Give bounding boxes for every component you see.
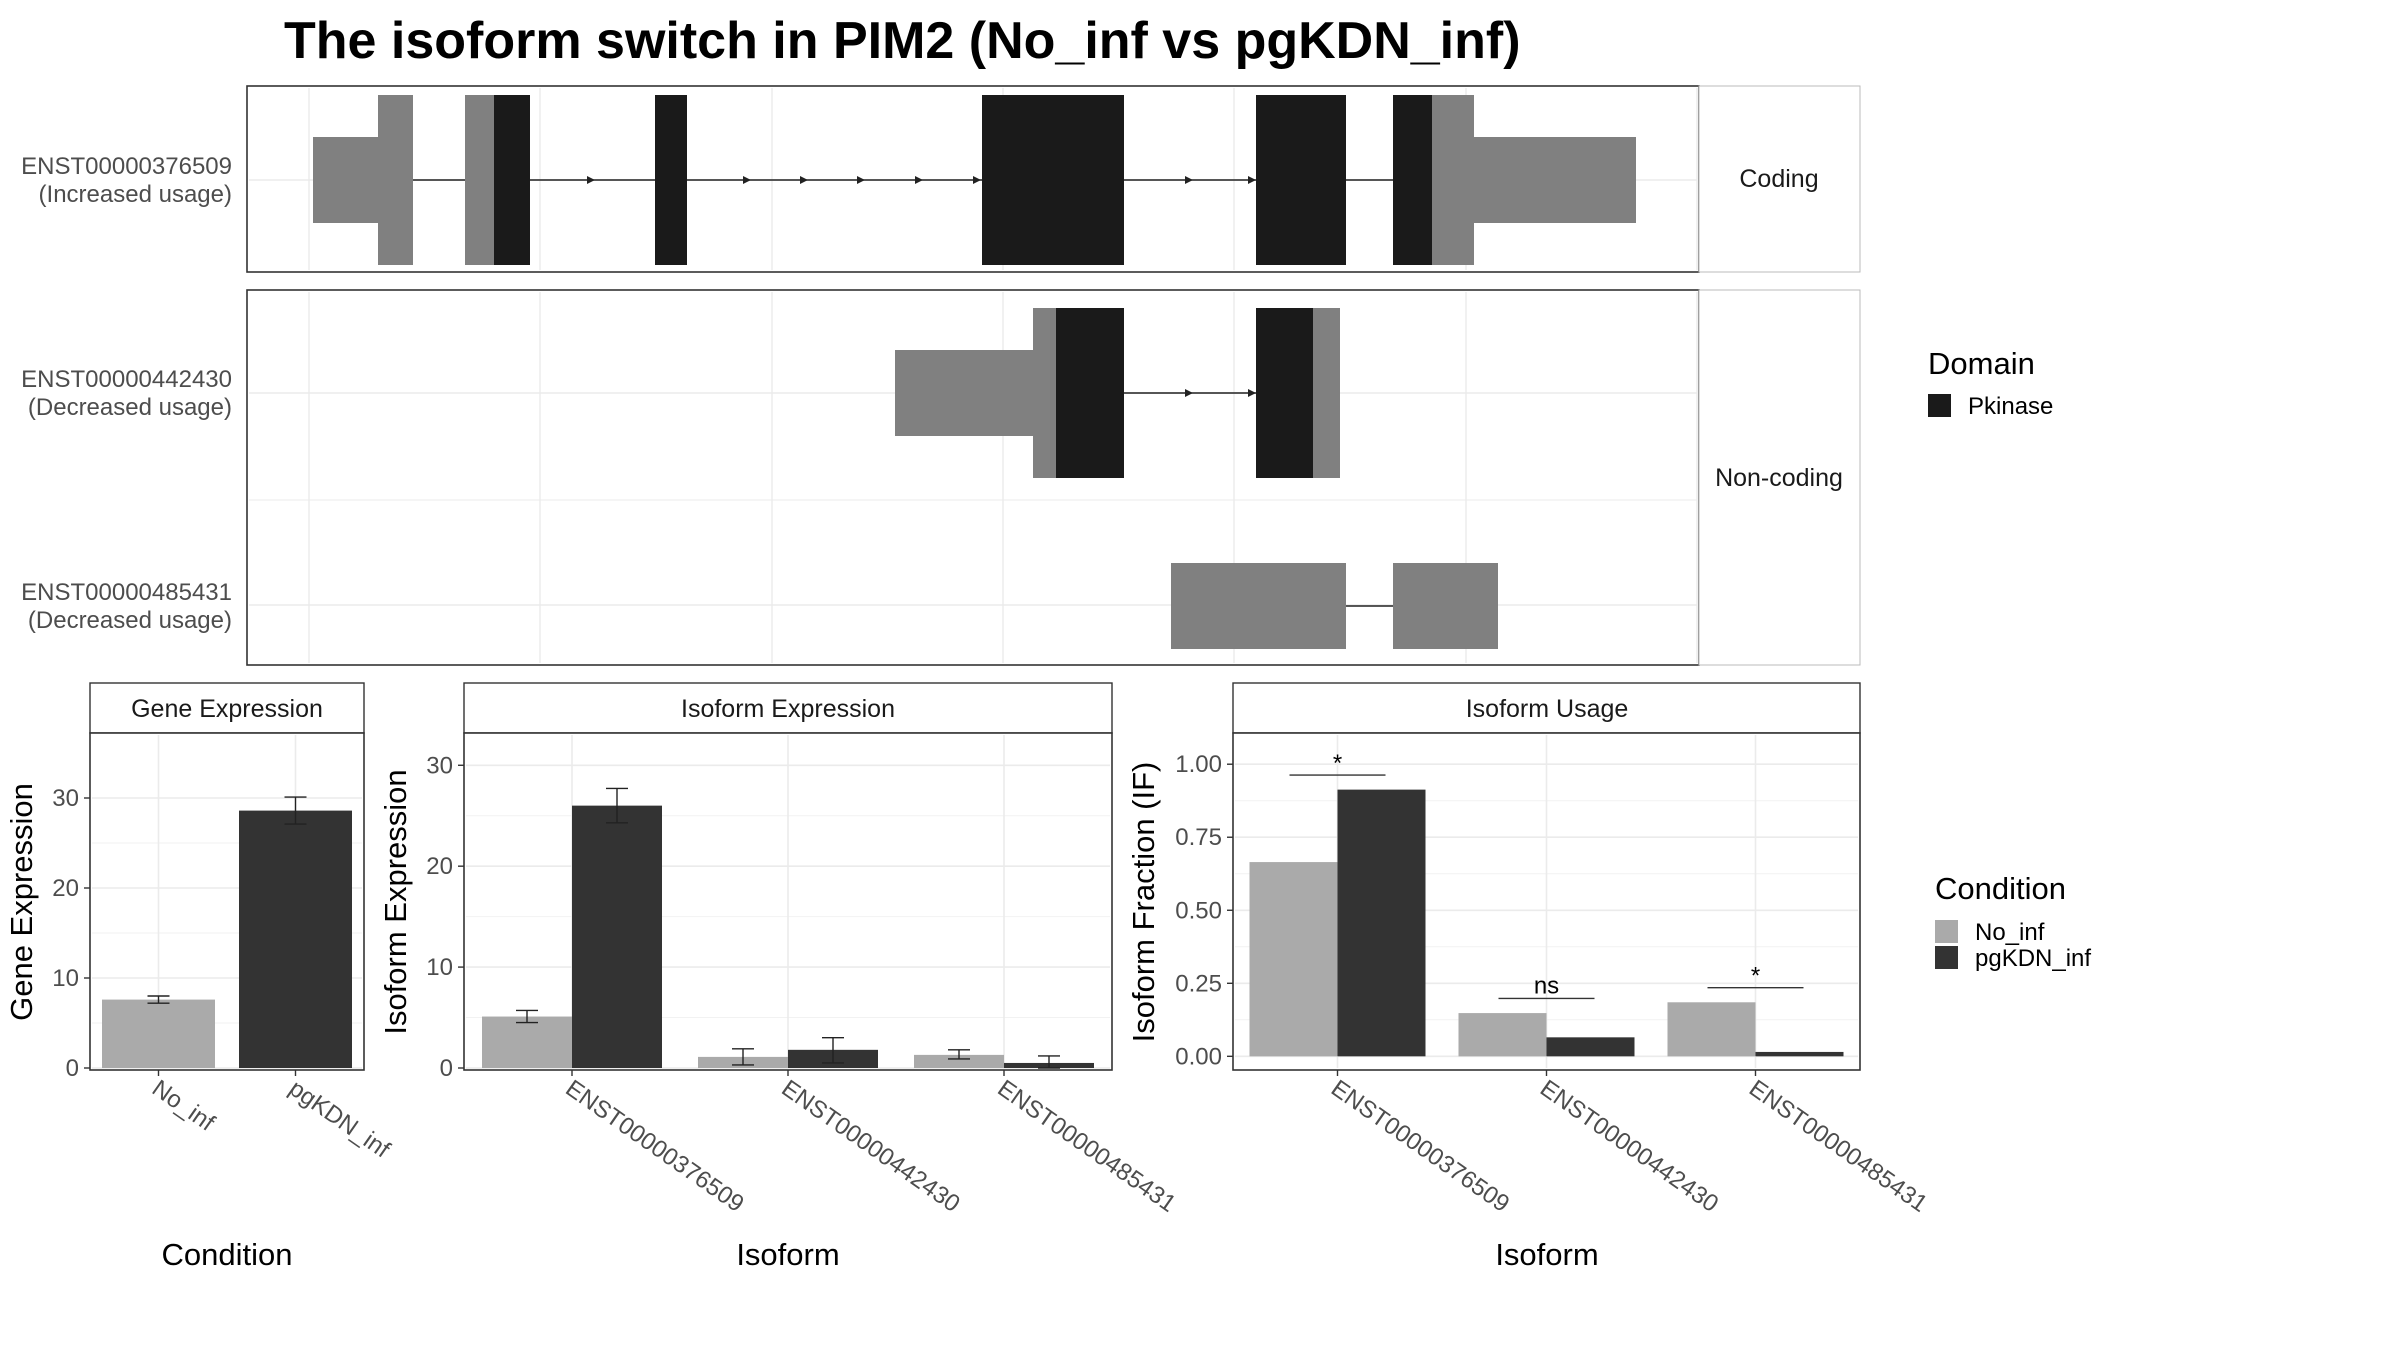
- isoform-expression-strip: [463, 682, 1113, 734]
- condition-legend-title: Condition: [1935, 871, 2066, 906]
- transcript-label-2-id: ENST00000442430: [21, 366, 232, 393]
- y-tick-label: 0.00: [1175, 1043, 1222, 1070]
- exon-block: [1313, 308, 1340, 478]
- y-tick-label: 10: [426, 954, 453, 981]
- exon-block: [313, 137, 378, 223]
- bar: [914, 1054, 1004, 1068]
- y-tick-label: 1.00: [1175, 751, 1222, 778]
- pkinase-domain-block: [1056, 308, 1124, 478]
- gene-expression-xlabel: Condition: [162, 1237, 293, 1272]
- transcript-structure-panel: Coding Non-coding ENST00000376509 (Incre…: [21, 85, 2053, 666]
- coding-strip: [1698, 85, 1861, 273]
- bar: [1755, 1051, 1844, 1057]
- isoform-expression-ylabel: Isoform Expression: [378, 769, 413, 1034]
- exon-block: [1474, 137, 1636, 223]
- transcript-label-2-usage: (Decreased usage): [28, 394, 232, 421]
- intron-arrow: [1185, 389, 1193, 397]
- bar: [239, 810, 352, 1068]
- x-tick-label: No_inf: [147, 1075, 220, 1137]
- intron-arrow: [800, 176, 808, 184]
- y-tick-label: 10: [52, 965, 79, 992]
- y-tick-label: 0.25: [1175, 970, 1222, 997]
- condition-legend: Condition No_inf pgKDN_inf: [1935, 871, 2091, 972]
- y-tick-label: 20: [426, 853, 453, 880]
- transcript-label-3-id: ENST00000485431: [21, 579, 232, 606]
- exon-block: [378, 95, 413, 265]
- isoform-usage-strip-label: Isoform Usage: [1466, 695, 1629, 723]
- gene-expression-strip: [89, 682, 365, 734]
- exon-block: [1033, 308, 1056, 478]
- gene-expression-ylabel: Gene Expression: [4, 783, 39, 1021]
- exon-block: [895, 350, 1033, 436]
- bar: [1458, 1013, 1547, 1057]
- intron-arrow: [743, 176, 751, 184]
- x-tick-label: ENST00000376509: [561, 1075, 749, 1218]
- exon-block: [1393, 563, 1498, 649]
- bar: [102, 999, 215, 1068]
- y-tick-label: 0.75: [1175, 824, 1222, 851]
- noncoding-strip: [1698, 289, 1861, 666]
- pkinase-legend-key: [1928, 394, 1951, 417]
- no-inf-legend-key: [1935, 920, 1958, 943]
- bar: [482, 1016, 572, 1068]
- bar: [1249, 862, 1338, 1057]
- x-tick-label: ENST00000485431: [993, 1075, 1181, 1218]
- intron-arrow: [857, 176, 865, 184]
- x-tick-label: ENST00000442430: [1535, 1075, 1723, 1218]
- isoform-expression-strip-label: Isoform Expression: [681, 695, 895, 723]
- isoform-usage-xlabel: Isoform: [1495, 1237, 1598, 1272]
- noncoding-strip-label: Non-coding: [1715, 464, 1843, 492]
- no-inf-legend-label: No_inf: [1975, 919, 2045, 946]
- pkinase-domain-block: [1256, 95, 1346, 265]
- y-tick-label: 0: [66, 1055, 79, 1082]
- isoform-usage-panel: Isoform Usage 0.00 0.25 0.50 0.75 1.00 ENST00…: [1126, 682, 1932, 1272]
- pkinase-legend-label: Pkinase: [1968, 393, 2053, 420]
- figure-title: The isoform switch in PIM2 (No_inf vs pg…: [284, 12, 1521, 70]
- coding-strip-label: Coding: [1739, 165, 1818, 193]
- exon-block: [1432, 95, 1474, 265]
- transcript-label-1-id: ENST00000376509: [21, 153, 232, 180]
- intron-arrow: [1248, 389, 1256, 397]
- bar: [572, 805, 662, 1068]
- domain-legend-title: Domain: [1928, 346, 2035, 381]
- significance-label: *: [1333, 750, 1342, 777]
- x-tick-label: pgKDN_inf: [284, 1075, 395, 1164]
- pkinase-domain-block: [1393, 95, 1432, 265]
- intron-arrow: [587, 176, 595, 184]
- intron-arrow: [973, 176, 981, 184]
- x-tick-label: ENST00000485431: [1744, 1075, 1932, 1218]
- pkinase-domain-block: [1256, 308, 1313, 478]
- pgkdn-inf-legend-key: [1935, 946, 1958, 969]
- exon-block: [1171, 563, 1346, 649]
- isoform-usage-ylabel: Isoform Fraction (IF): [1126, 762, 1161, 1043]
- intron-arrow: [1185, 176, 1193, 184]
- y-tick-label: 0: [440, 1055, 453, 1082]
- intron-arrow: [915, 176, 923, 184]
- bar: [1667, 1002, 1756, 1057]
- bar: [1546, 1037, 1635, 1057]
- pkinase-domain-block: [982, 95, 1124, 265]
- pgkdn-inf-legend-label: pgKDN_inf: [1975, 945, 2091, 972]
- y-tick-label: 30: [52, 785, 79, 812]
- pkinase-domain-block: [494, 95, 530, 265]
- significance-label: *: [1751, 963, 1760, 990]
- transcript-label-3-usage: (Decreased usage): [28, 607, 232, 634]
- isoform-expression-xlabel: Isoform: [736, 1237, 839, 1272]
- isoform-expression-panel: Isoform Expression 0 10 20 30 ENST0000037650…: [378, 682, 1181, 1272]
- significance-label: ns: [1534, 972, 1559, 999]
- exon-block: [465, 95, 494, 265]
- y-tick-label: 30: [426, 752, 453, 779]
- transcript-label-1-usage: (Increased usage): [39, 181, 232, 208]
- bar: [1337, 789, 1426, 1057]
- y-tick-label: 0.50: [1175, 897, 1222, 924]
- x-tick-label: ENST00000376509: [1326, 1075, 1514, 1218]
- y-tick-label: 20: [52, 875, 79, 902]
- pkinase-domain-block: [655, 95, 687, 265]
- gene-expression-strip-label: Gene Expression: [131, 695, 323, 723]
- intron-arrow: [1248, 176, 1256, 184]
- x-tick-label: ENST00000442430: [777, 1075, 965, 1218]
- gene-expression-panel: Gene Expression 0 10 20 30 No_inf pgKDN_inf C…: [4, 682, 395, 1272]
